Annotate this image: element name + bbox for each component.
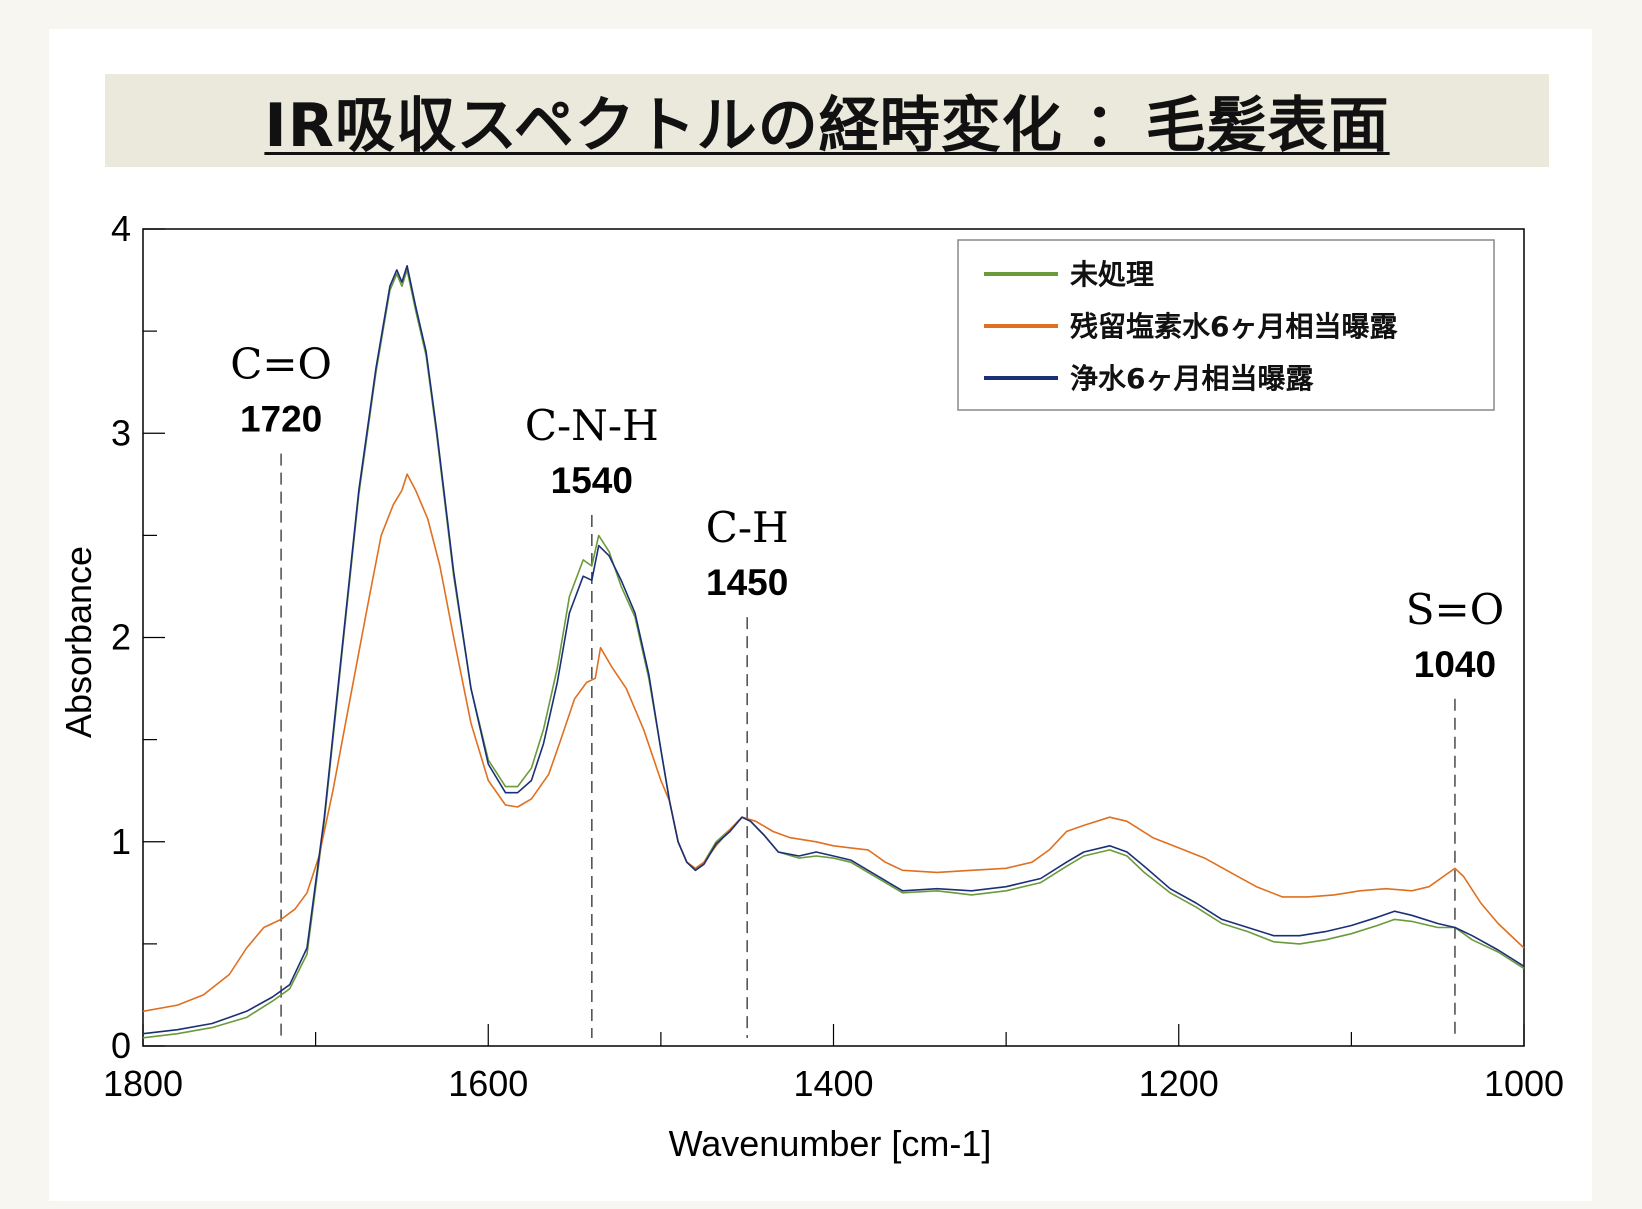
x-tick-label: 1200 [1139, 1063, 1219, 1104]
annotation-wavenumber: 1450 [706, 562, 788, 603]
series-group [142, 264, 1525, 1039]
annotation-wavenumber: 1720 [240, 399, 322, 440]
y-axis-label: Absorbance [58, 546, 99, 738]
page-title: IR吸収スペクトルの経時変化 ：毛髪表面 [264, 91, 1390, 161]
legend-entry: 浄水6ヶ月相当曝露 [1070, 362, 1314, 395]
annotation-wavenumber: 1540 [551, 460, 633, 501]
x-tick-label: 1800 [103, 1063, 183, 1104]
legend-entry: 未処理 [1070, 258, 1154, 291]
annotations-group: C=O 1720 C-N-H 1540 C-H 1450 S=O 1040 [230, 340, 1504, 1038]
y-tick-label: 1 [111, 821, 131, 862]
series-line-1 [142, 269, 1525, 1039]
y-tick-label: 2 [111, 617, 131, 658]
annotation-group-name: S=O [1406, 585, 1504, 634]
series-line-3 [142, 264, 1525, 1035]
x-tick-label: 1000 [1484, 1063, 1564, 1104]
y-tick-label: 0 [111, 1025, 131, 1066]
annotation-wavenumber: 1040 [1414, 644, 1496, 685]
annotation-group-name: C-N-H [525, 401, 659, 450]
annotation-group-name: C-H [706, 503, 789, 552]
x-axis-label: Wavenumber [cm-1] [669, 1123, 992, 1164]
x-tick-label: 1600 [448, 1063, 528, 1104]
title-banner: IR吸収スペクトルの経時変化 ：毛髪表面 [105, 74, 1549, 167]
annotation-group-name: C=O [230, 340, 332, 389]
y-tick-label: 3 [111, 412, 131, 453]
legend-entry: 残留塩素水6ヶ月相当曝露 [1070, 310, 1398, 343]
y-tick-label: 4 [111, 208, 131, 249]
x-tick-label: 1400 [793, 1063, 873, 1104]
series-line-2 [142, 473, 1525, 1013]
